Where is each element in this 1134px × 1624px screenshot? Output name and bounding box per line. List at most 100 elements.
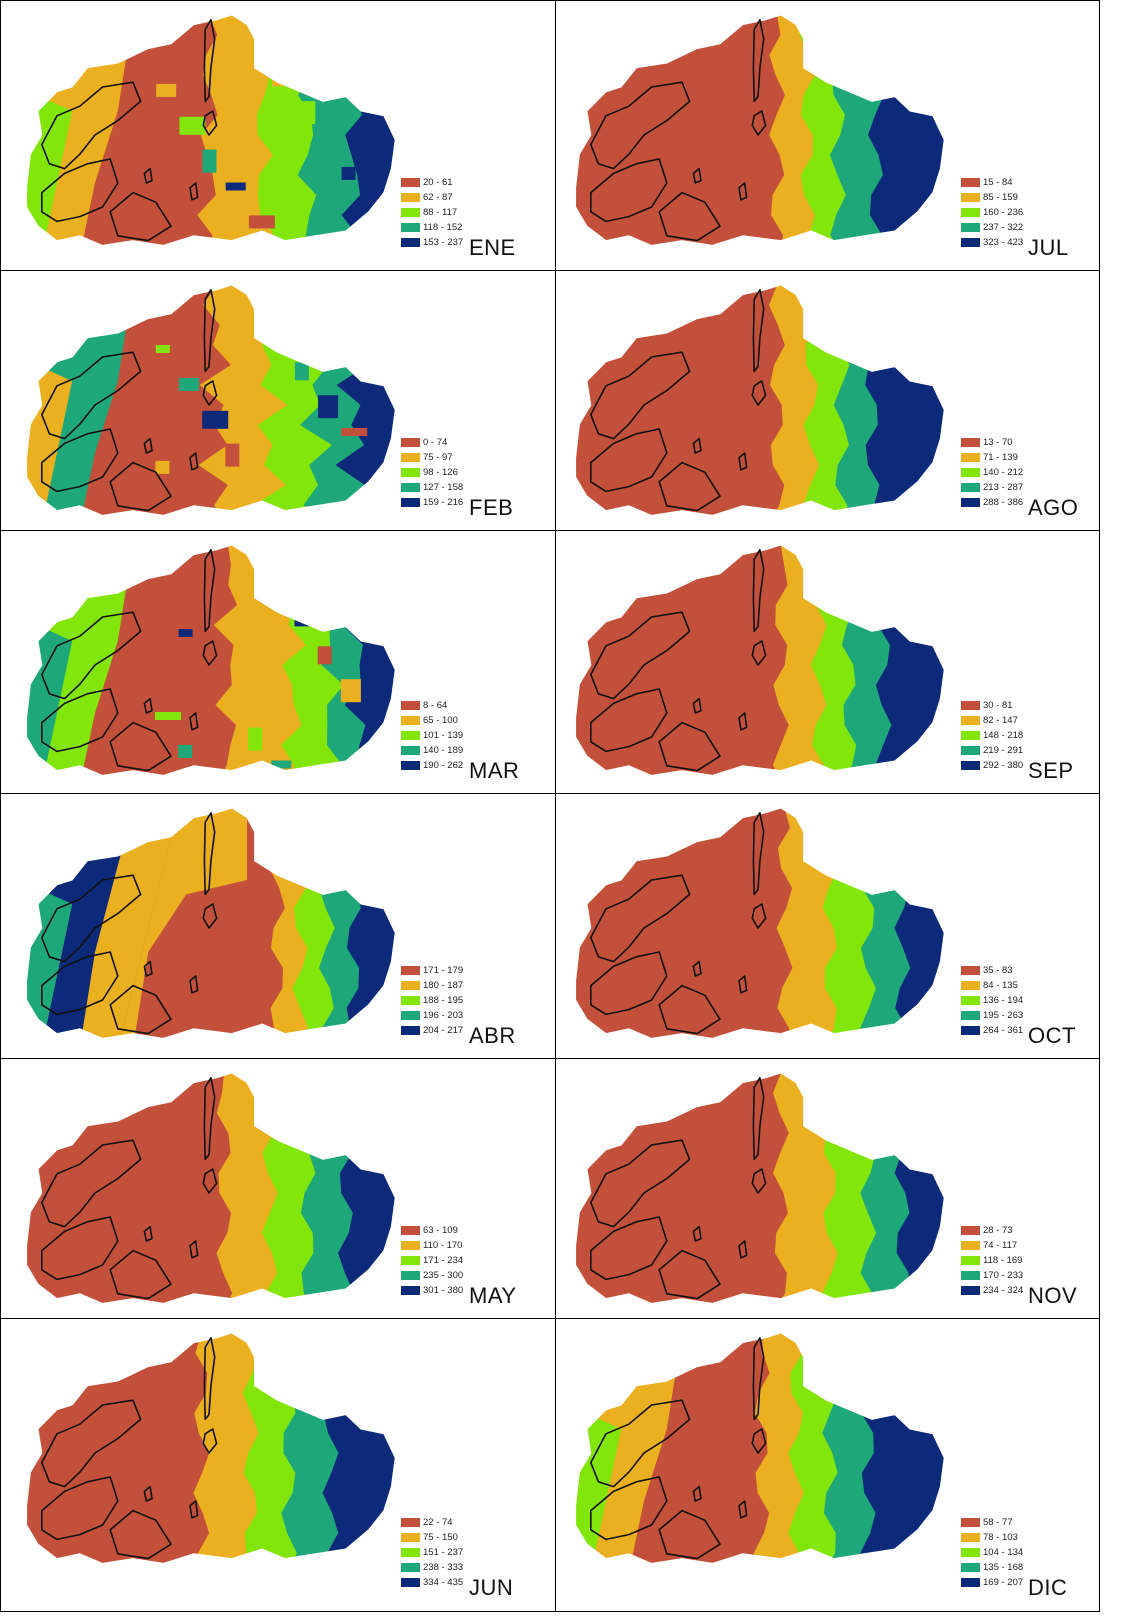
legend-item: 323 - 423 [961, 235, 1023, 250]
class-patch [201, 661, 222, 675]
precipitation-map [26, 1073, 396, 1304]
class-patch [340, 679, 361, 703]
class-patch [341, 428, 368, 436]
legend-label: 195 - 263 [983, 1010, 1024, 1021]
subbasin-outline [143, 960, 153, 977]
legend-swatch [961, 498, 980, 507]
map-panel-abr: 171 - 179 180 - 187 188 - 195 196 - 203 204 … [0, 793, 557, 1060]
class-patch [179, 377, 199, 391]
subbasin-outline [658, 1249, 721, 1300]
legend-label: 110 - 170 [423, 1240, 463, 1251]
class-patch [318, 134, 345, 142]
map-panel-may: 63 - 109 110 - 170 171 - 234 235 - 300 301 -… [0, 1058, 557, 1320]
legend-item: 28 - 73 [961, 1223, 1023, 1238]
legend: 22 - 74 75 - 150 151 - 237 238 - 333 334 - 4… [401, 1515, 463, 1590]
legend-item: 15 - 84 [961, 175, 1023, 190]
class-patch [317, 646, 332, 665]
map-panel-nov: 28 - 73 74 - 117 118 - 169 170 - 233 234 - 3… [555, 1058, 1100, 1320]
legend-item: 78 - 103 [961, 1530, 1023, 1545]
legend-item: 238 - 333 [401, 1560, 463, 1575]
legend-item: 8 - 64 [401, 698, 463, 713]
legend-item: 188 - 195 [401, 993, 463, 1008]
subbasin-outline [143, 1485, 153, 1502]
class-area-5 [338, 1073, 396, 1304]
north-zone-transition [117, 808, 247, 1039]
legend-swatch [401, 223, 420, 232]
class-patch [179, 116, 206, 135]
subbasin-outline [738, 975, 748, 994]
legend: 20 - 61 62 - 87 88 - 117 118 - 152 153 - 237 [401, 175, 463, 250]
map-panel-jul: 15 - 84 85 - 159 160 - 236 237 - 322 323 - 4… [555, 0, 1100, 272]
legend-swatch [401, 468, 420, 477]
subbasin-outline [658, 191, 721, 242]
lake-outline [203, 289, 216, 373]
subbasin-outline [109, 1509, 172, 1560]
precipitation-map [26, 808, 396, 1039]
legend-label: 234 - 324 [983, 1285, 1024, 1296]
precipitation-map [575, 1073, 945, 1304]
subbasin-outline [589, 81, 691, 170]
legend-label: 219 - 291 [983, 745, 1024, 756]
legend-swatch [961, 178, 980, 187]
map-panel-sep: 30 - 81 82 - 147 148 - 218 219 - 291 292 - 3… [555, 530, 1100, 795]
subbasin-outline [40, 1139, 142, 1228]
legend-label: 13 - 70 [983, 437, 1013, 448]
subbasin-outline [589, 1476, 668, 1541]
precipitation-map [575, 1333, 945, 1564]
legend-item: 169 - 207 [961, 1575, 1023, 1590]
subbasin-outline [40, 1399, 142, 1488]
legend-item: 104 - 134 [961, 1545, 1023, 1560]
legend-item: 219 - 291 [961, 743, 1023, 758]
precipitation-map [575, 15, 945, 246]
legend-label: 65 - 100 [423, 715, 458, 726]
legend-item: 74 - 117 [961, 1238, 1023, 1253]
lake-outline [203, 812, 216, 896]
legend-swatch [961, 1548, 980, 1557]
legend-item: 301 - 380 [401, 1283, 463, 1298]
legend-item: 234 - 324 [961, 1283, 1023, 1298]
subbasin-outline [589, 951, 668, 1016]
legend: 0 - 74 75 - 97 98 - 126 127 - 158 159 - 216 [401, 435, 463, 510]
subbasin-outline [589, 428, 668, 493]
lake-outline [203, 1337, 216, 1421]
class-area-5 [894, 808, 945, 1039]
class-patch [202, 149, 217, 173]
legend-swatch [401, 498, 420, 507]
subbasin-outline [40, 951, 119, 1016]
legend-swatch [401, 716, 420, 725]
legend-label: 160 - 236 [983, 207, 1024, 218]
subbasin-outline [658, 984, 721, 1035]
legend-swatch [961, 193, 980, 202]
legend: 30 - 81 82 - 147 148 - 218 219 - 291 292 - 3… [961, 698, 1023, 773]
subbasin-outline [692, 1225, 702, 1242]
legend-swatch [401, 1241, 420, 1250]
legend-item: 82 - 147 [961, 713, 1023, 728]
class-patch [248, 215, 275, 229]
subbasin-outline [40, 1216, 119, 1281]
legend-item: 148 - 218 [961, 728, 1023, 743]
legend-swatch [401, 1226, 420, 1235]
subbasin-outline [692, 167, 702, 184]
legend-label: 0 - 74 [423, 437, 448, 448]
legend: 13 - 70 71 - 139 140 - 212 213 - 287 288 - 3… [961, 435, 1023, 510]
legend-item: 292 - 380 [961, 758, 1023, 773]
subbasin-outline [738, 1500, 748, 1519]
region-boundary [575, 545, 945, 776]
class-patch [178, 629, 193, 637]
legend-label: 15 - 84 [983, 177, 1013, 188]
legend-label: 85 - 159 [983, 192, 1018, 203]
subbasin-outline [109, 721, 172, 772]
legend-label: 35 - 83 [983, 965, 1013, 976]
map-panel-jun: 22 - 74 75 - 150 151 - 237 238 - 333 334 - 4… [0, 1318, 557, 1612]
subbasin-outline [589, 688, 668, 753]
legend-item: 127 - 158 [401, 480, 463, 495]
class-patch [272, 68, 287, 87]
legend-item: 264 - 361 [961, 1023, 1023, 1038]
month-label: SEP [1028, 758, 1074, 783]
subbasin-outline [202, 1428, 218, 1454]
legend-label: 188 - 195 [423, 995, 464, 1006]
legend-label: 118 - 152 [423, 222, 463, 233]
legend-swatch [961, 1241, 980, 1250]
legend-item: 75 - 97 [401, 450, 463, 465]
legend-swatch [401, 731, 420, 740]
